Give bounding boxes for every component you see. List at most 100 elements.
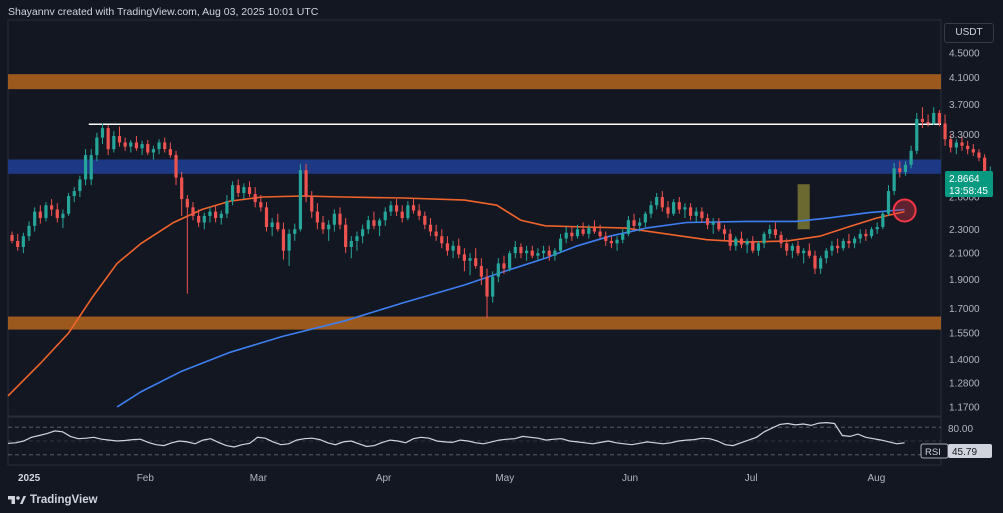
- candle-down: [570, 232, 574, 237]
- candle-down: [321, 222, 325, 230]
- candle-up: [89, 155, 93, 180]
- candle-down: [971, 149, 975, 153]
- candle-up: [366, 220, 370, 230]
- candle-down: [10, 235, 14, 241]
- candle-down: [977, 152, 981, 158]
- candle-up: [361, 229, 365, 237]
- support-zone: [8, 316, 941, 330]
- y-tick-label: 1.4000: [949, 355, 980, 366]
- y-tick-label: 1.1700: [949, 402, 980, 413]
- candle-down: [394, 205, 399, 212]
- candle-up: [95, 137, 99, 156]
- candle-down: [457, 245, 461, 255]
- candle-up: [225, 201, 229, 214]
- candle-down: [598, 231, 602, 237]
- candle-down: [847, 240, 851, 244]
- candle-up: [491, 276, 495, 297]
- candle-down: [197, 215, 201, 223]
- moving-averages-layer: [7, 195, 905, 408]
- current-price-label: 2.8664: [949, 174, 980, 185]
- candle-down: [338, 213, 342, 225]
- candle-down: [16, 240, 20, 247]
- candle-down: [276, 222, 280, 230]
- candle-up: [208, 211, 212, 216]
- y-tick-label: 2.6000: [949, 193, 980, 204]
- candle-down: [106, 128, 110, 150]
- candle-down: [632, 220, 636, 226]
- rsi-line: [7, 421, 905, 448]
- candle-up: [61, 213, 65, 219]
- x-tick-label: Jul: [745, 473, 758, 484]
- rsi-layer: [7, 421, 941, 456]
- candle-up: [852, 238, 857, 244]
- candle-down: [417, 210, 421, 216]
- candle-down: [779, 235, 783, 244]
- candle-down: [677, 202, 681, 210]
- candle-down: [400, 211, 404, 219]
- candle-up: [711, 222, 715, 225]
- rsi-upper-level-label: 80.00: [948, 424, 973, 435]
- candle-up: [954, 142, 958, 148]
- candle-down: [864, 233, 868, 237]
- candle-down: [474, 258, 478, 266]
- candle-up: [78, 179, 82, 192]
- candle-down: [943, 123, 947, 140]
- tradingview-logo-icon: [8, 496, 26, 504]
- candle-up: [672, 202, 676, 214]
- candle-up: [615, 239, 619, 244]
- candle-up: [886, 191, 891, 214]
- candle-down: [813, 255, 817, 269]
- candle-up: [140, 144, 144, 149]
- candle-down: [581, 229, 585, 234]
- tradingview-logo[interactable]: TradingView: [8, 494, 98, 506]
- price-axis[interactable]: 4.5000 4.1000 3.7000 3.3000 2.6000 2.3000 2.10…: [949, 48, 980, 413]
- tradingview-logo-text: TradingView: [30, 494, 98, 506]
- candle-down: [163, 142, 167, 150]
- candle-down: [666, 207, 670, 214]
- candle-up: [802, 250, 806, 254]
- candle-down: [191, 207, 195, 216]
- candle-down: [236, 185, 240, 194]
- candle-down: [705, 218, 710, 225]
- ma-cross-circle-marker: [892, 198, 917, 223]
- rsi-value-tag: RSI 45.79 80.00: [920, 424, 992, 459]
- blue-zone: [8, 159, 941, 174]
- x-tick-label: Mar: [250, 473, 268, 484]
- bar-countdown-label: 13:58:45: [949, 186, 988, 197]
- rsi-tag-value: 45.79: [952, 447, 977, 458]
- candle-down: [836, 245, 840, 249]
- candle-down: [785, 243, 789, 251]
- candle-down: [983, 157, 987, 176]
- candle-up: [202, 215, 206, 223]
- candle-down: [609, 240, 614, 244]
- currency-button[interactable]: USDT: [944, 23, 994, 43]
- candle-down: [253, 194, 257, 203]
- candle-down: [55, 209, 59, 219]
- candle-down: [185, 199, 189, 208]
- candle-up: [683, 207, 687, 210]
- candle-up: [151, 149, 156, 153]
- y-tick-label: 4.1000: [949, 73, 980, 84]
- candle-up: [915, 118, 919, 151]
- candle-down: [214, 211, 218, 219]
- candle-down: [502, 263, 506, 269]
- candle-down: [949, 139, 953, 148]
- candle-up: [293, 229, 297, 234]
- time-axis[interactable]: 2025 Feb Mar Apr May Jun Jul Aug: [18, 473, 885, 484]
- candle-up: [830, 245, 834, 251]
- rsi-pane-border: [7, 416, 942, 466]
- candle-down: [134, 142, 139, 149]
- candle-up: [327, 224, 331, 230]
- candle-up: [468, 258, 472, 261]
- y-tick-label: 1.2800: [949, 379, 980, 390]
- y-tick-label: 2.1000: [949, 249, 980, 260]
- candle-down: [722, 229, 727, 234]
- candle-up: [734, 238, 738, 246]
- candle-down: [773, 229, 778, 236]
- candle-down: [247, 187, 252, 195]
- candle-down: [926, 121, 930, 124]
- candle-up: [219, 213, 223, 219]
- candle-down: [146, 144, 150, 153]
